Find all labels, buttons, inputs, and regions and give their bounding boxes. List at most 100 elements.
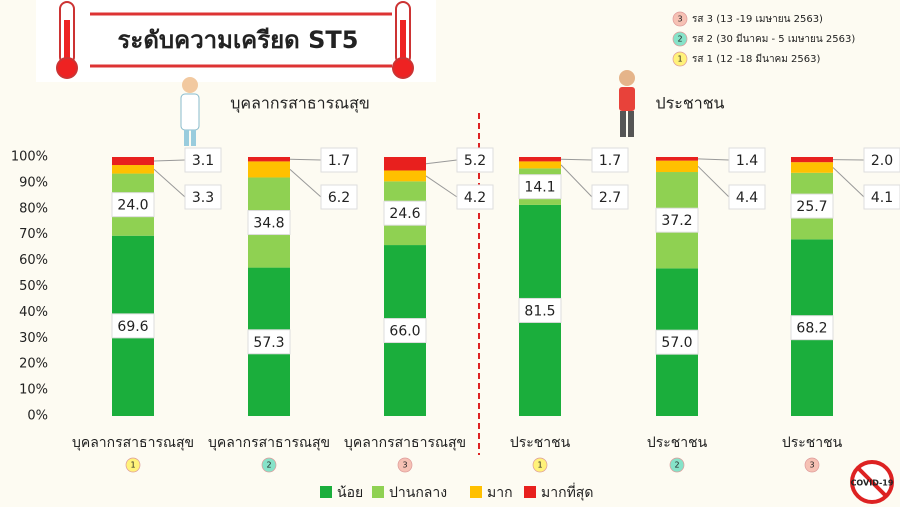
bar-segment bbox=[112, 157, 154, 166]
value-label-box bbox=[655, 207, 699, 233]
y-tick-label: 0% bbox=[27, 409, 48, 424]
y-tick-label: 50% bbox=[19, 279, 48, 294]
label-connector bbox=[697, 165, 730, 198]
category-badge-number: 2 bbox=[266, 461, 271, 470]
value-label: 3.1 bbox=[192, 153, 214, 169]
value-label-box bbox=[320, 147, 358, 173]
bar-segment bbox=[248, 161, 290, 178]
label-connector bbox=[289, 169, 322, 198]
value-label: 68.2 bbox=[796, 321, 827, 337]
label-connector bbox=[289, 158, 322, 161]
value-label-box bbox=[111, 313, 155, 339]
round-legend-label: รส 3 (13 -19 เมษายน 2563) bbox=[692, 14, 823, 25]
bar-segment bbox=[519, 157, 561, 162]
bar-segment bbox=[791, 162, 833, 173]
chart-title: ระดับความเครียด ST5 bbox=[118, 26, 359, 54]
doctor-icon bbox=[180, 77, 200, 146]
category-badge bbox=[669, 457, 685, 473]
round-badge bbox=[672, 51, 688, 67]
value-label-box bbox=[728, 184, 766, 210]
bar-segment bbox=[519, 161, 561, 169]
category-badge bbox=[397, 457, 413, 473]
category-badge-number: 3 bbox=[809, 461, 814, 470]
value-label: 5.2 bbox=[464, 153, 486, 169]
covid-label: COVID-19 bbox=[851, 479, 894, 488]
value-label-box bbox=[456, 184, 494, 210]
value-label-box bbox=[247, 329, 291, 355]
value-label: 1.7 bbox=[599, 153, 621, 169]
bar-segment bbox=[248, 157, 290, 162]
value-label: 14.1 bbox=[524, 180, 555, 196]
bar-segment bbox=[384, 157, 426, 171]
legend-swatch bbox=[524, 486, 536, 498]
x-tick-label: ประชาชน bbox=[510, 435, 571, 451]
y-tick-label: 30% bbox=[19, 331, 48, 346]
label-connector bbox=[697, 158, 730, 161]
value-label: 25.7 bbox=[796, 199, 827, 215]
x-tick-label: บุคลากรสาธารณสุข bbox=[72, 435, 194, 451]
value-label: 6.2 bbox=[328, 190, 350, 206]
value-label-box bbox=[863, 184, 900, 210]
value-label: 4.4 bbox=[736, 190, 758, 206]
value-label: 2.7 bbox=[599, 190, 621, 206]
bar-segment bbox=[384, 170, 426, 182]
value-label: 2.0 bbox=[871, 153, 893, 169]
value-label-box bbox=[320, 184, 358, 210]
value-label-box bbox=[790, 315, 834, 341]
legend-label: มากที่สุด bbox=[541, 483, 593, 501]
value-label: 4.1 bbox=[871, 190, 893, 206]
covid-icon: COVID-19 bbox=[850, 460, 894, 504]
legend-label: ปานกลาง bbox=[389, 485, 447, 501]
label-connector bbox=[832, 167, 865, 198]
value-label-box bbox=[591, 184, 629, 210]
legend-swatch bbox=[320, 486, 332, 498]
value-label-box bbox=[111, 192, 155, 218]
x-tick-label: ประชาชน bbox=[647, 435, 708, 451]
y-tick-label: 60% bbox=[19, 253, 48, 268]
value-label: 66.0 bbox=[389, 324, 420, 340]
y-tick-label: 10% bbox=[19, 383, 48, 398]
category-badge-number: 3 bbox=[402, 461, 407, 470]
category-badge-number: 2 bbox=[674, 461, 679, 470]
round-badge bbox=[672, 11, 688, 27]
y-tick-label: 80% bbox=[19, 201, 48, 216]
y-tick-label: 40% bbox=[19, 305, 48, 320]
label-connector bbox=[153, 168, 186, 198]
category-badge bbox=[261, 457, 277, 473]
legend-label: มาก bbox=[487, 485, 513, 501]
label-connector bbox=[425, 159, 458, 165]
value-label: 37.2 bbox=[661, 213, 692, 229]
bar-segment bbox=[112, 165, 154, 174]
value-label-box bbox=[863, 147, 900, 173]
round-badge-number: 3 bbox=[677, 15, 682, 24]
value-label: 1.4 bbox=[736, 153, 758, 169]
category-badge-number: 1 bbox=[130, 461, 135, 470]
round-badge-number: 2 bbox=[677, 35, 682, 44]
bar-segment bbox=[656, 157, 698, 161]
legend-swatch bbox=[372, 486, 384, 498]
group-label: บุคลากรสาธารณสุข bbox=[230, 94, 370, 114]
value-label-box bbox=[728, 147, 766, 173]
value-label-box bbox=[383, 318, 427, 344]
value-label: 34.8 bbox=[253, 216, 284, 232]
value-label-box bbox=[184, 184, 222, 210]
value-label-box bbox=[518, 297, 562, 323]
label-connector bbox=[153, 159, 186, 162]
round-badge-number: 1 bbox=[677, 55, 682, 64]
value-label: 1.7 bbox=[328, 153, 350, 169]
citizen-icon bbox=[619, 70, 635, 137]
category-badge bbox=[532, 457, 548, 473]
category-badge-number: 1 bbox=[537, 461, 542, 470]
legend-label: น้อย bbox=[337, 485, 363, 501]
y-tick-label: 70% bbox=[19, 227, 48, 242]
value-label: 24.0 bbox=[117, 198, 148, 214]
y-tick-label: 90% bbox=[19, 175, 48, 190]
value-label: 3.3 bbox=[192, 190, 214, 206]
label-connector bbox=[560, 158, 593, 161]
round-badge bbox=[672, 31, 688, 47]
value-label: 81.5 bbox=[524, 303, 555, 319]
round-legend-label: รส 2 (30 มีนาคม - 5 เมษายน 2563) bbox=[692, 33, 855, 45]
value-label-box bbox=[456, 147, 494, 173]
value-label-box bbox=[591, 147, 629, 173]
